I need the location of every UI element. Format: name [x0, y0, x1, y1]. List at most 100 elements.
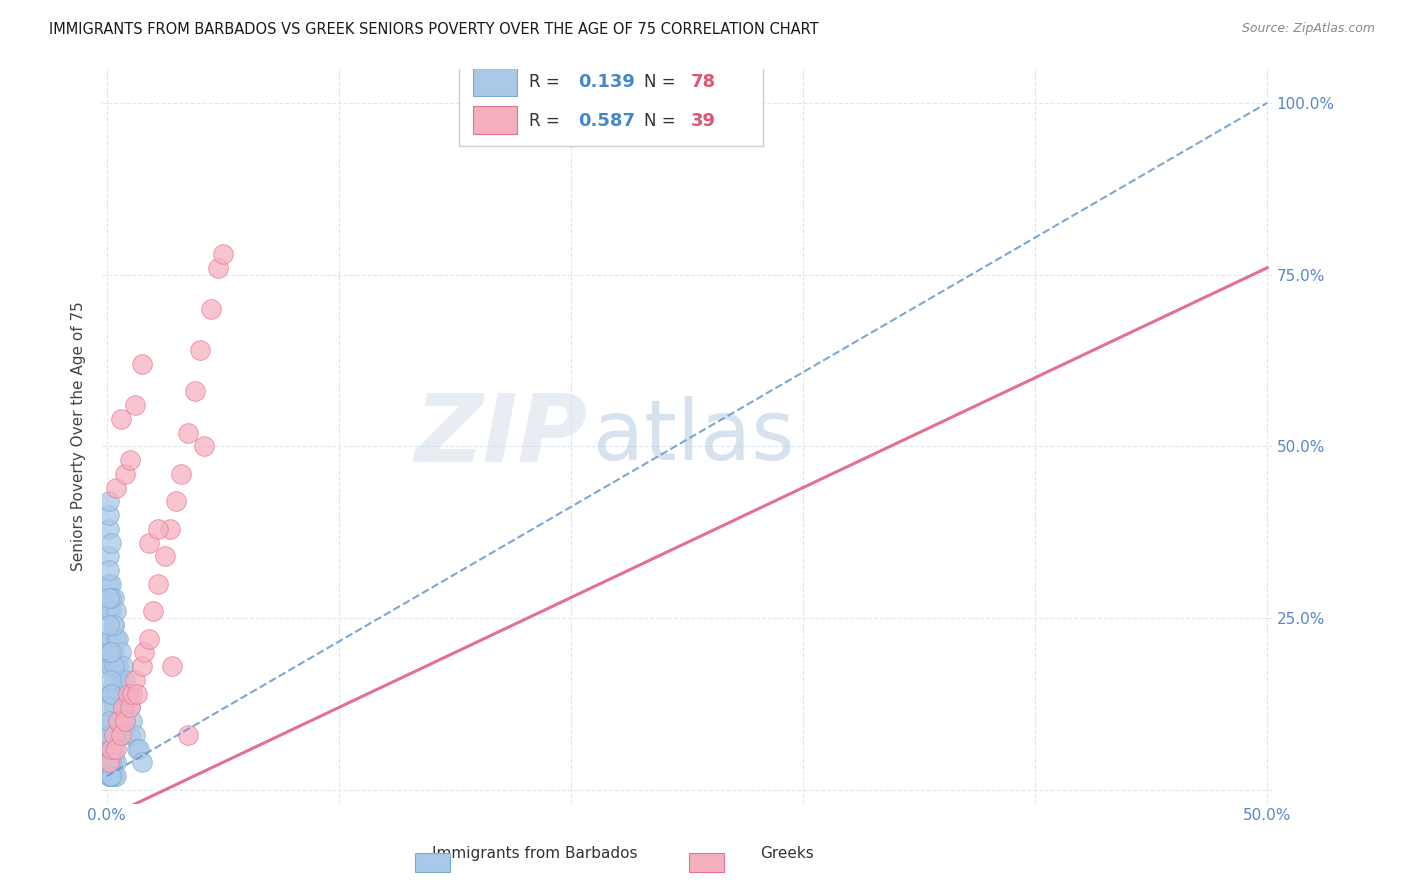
Point	[107, 714, 129, 728]
Point	[103, 618, 125, 632]
FancyBboxPatch shape	[458, 57, 763, 145]
Point	[100, 687, 122, 701]
Point	[125, 741, 148, 756]
Point	[117, 687, 139, 701]
Text: IMMIGRANTS FROM BARBADOS VS GREEK SENIORS POVERTY OVER THE AGE OF 75 CORRELATION: IMMIGRANTS FROM BARBADOS VS GREEK SENIOR…	[49, 22, 818, 37]
Point	[98, 494, 121, 508]
Point	[138, 632, 160, 646]
Point	[103, 659, 125, 673]
Point	[103, 728, 125, 742]
Point	[103, 769, 125, 783]
Point	[100, 728, 122, 742]
Point	[103, 728, 125, 742]
Point	[110, 728, 132, 742]
Text: Immigrants from Barbados: Immigrants from Barbados	[432, 846, 637, 861]
Point	[98, 756, 121, 770]
Point	[132, 645, 155, 659]
Point	[120, 728, 142, 742]
Text: R =: R =	[529, 73, 565, 92]
Y-axis label: Seniors Poverty Over the Age of 75: Seniors Poverty Over the Age of 75	[72, 301, 86, 571]
Point	[114, 673, 136, 687]
Point	[124, 673, 146, 687]
Point	[98, 645, 121, 659]
Text: atlas: atlas	[593, 395, 796, 476]
Point	[105, 659, 128, 673]
Point	[110, 412, 132, 426]
Bar	[472, 106, 517, 134]
Bar	[472, 68, 517, 95]
Point	[107, 714, 129, 728]
Point	[105, 481, 128, 495]
Point	[112, 700, 135, 714]
Point	[98, 687, 121, 701]
Point	[98, 756, 121, 770]
Point	[103, 673, 125, 687]
Point	[207, 260, 229, 275]
Point	[110, 645, 132, 659]
Point	[98, 769, 121, 783]
Point	[100, 741, 122, 756]
Point	[100, 769, 122, 783]
Point	[100, 756, 122, 770]
Point	[100, 769, 122, 783]
Text: ZIP: ZIP	[415, 390, 588, 482]
Point	[98, 632, 121, 646]
Point	[107, 659, 129, 673]
Point	[166, 494, 188, 508]
Text: N =: N =	[644, 112, 681, 129]
Point	[107, 632, 129, 646]
Point	[98, 769, 121, 783]
Point	[142, 604, 165, 618]
Point	[112, 659, 135, 673]
Point	[177, 728, 200, 742]
Point	[200, 301, 222, 316]
Point	[100, 673, 122, 687]
Point	[120, 453, 142, 467]
Point	[98, 618, 121, 632]
Point	[188, 343, 211, 358]
Point	[159, 522, 181, 536]
Point	[120, 700, 142, 714]
Point	[114, 714, 136, 728]
Point	[124, 398, 146, 412]
Point	[98, 741, 121, 756]
Point	[110, 673, 132, 687]
Point	[100, 756, 122, 770]
Point	[114, 714, 136, 728]
Point	[105, 687, 128, 701]
Point	[146, 576, 169, 591]
Point	[98, 591, 121, 605]
Text: Greeks: Greeks	[761, 846, 814, 861]
Point	[125, 687, 148, 701]
Point	[100, 604, 122, 618]
Point	[105, 741, 128, 756]
Point	[100, 535, 122, 549]
Point	[120, 700, 142, 714]
Point	[128, 741, 150, 756]
Point	[100, 645, 122, 659]
Point	[160, 659, 183, 673]
Point	[100, 659, 122, 673]
Point	[212, 247, 235, 261]
Point	[121, 714, 143, 728]
Point	[100, 576, 122, 591]
Point	[131, 659, 153, 673]
Text: Source: ZipAtlas.com: Source: ZipAtlas.com	[1241, 22, 1375, 36]
Text: 0.587: 0.587	[578, 112, 636, 129]
Point	[193, 439, 215, 453]
Point	[146, 522, 169, 536]
Point	[112, 700, 135, 714]
Point	[153, 549, 176, 564]
Point	[177, 425, 200, 440]
Text: R =: R =	[529, 112, 565, 129]
Point	[124, 728, 146, 742]
Point	[110, 728, 132, 742]
Point	[100, 632, 122, 646]
Point	[103, 741, 125, 756]
Point	[117, 687, 139, 701]
Point	[103, 756, 125, 770]
Point	[105, 604, 128, 618]
Point	[100, 687, 122, 701]
Text: N =: N =	[644, 73, 681, 92]
Point	[98, 508, 121, 522]
